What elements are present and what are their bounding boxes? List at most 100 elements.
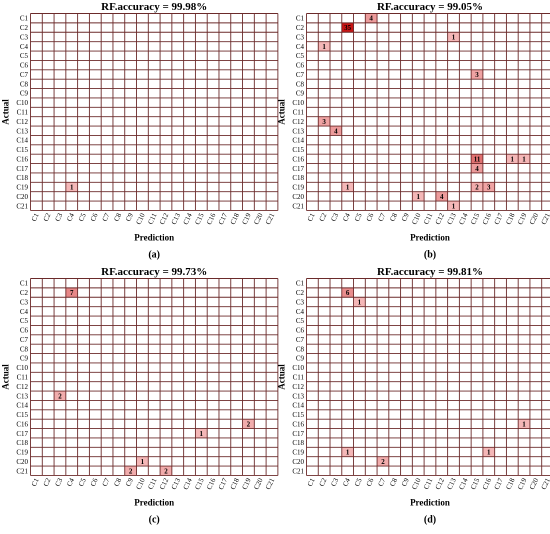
x-tick-label: C3 [54,211,65,222]
x-tick-label: C8 [388,476,399,487]
y-tick-label: C6 [296,62,305,70]
matrix-cell [506,154,519,164]
matrix-cell [341,287,354,298]
panel-caption: (c) [149,514,160,525]
x-tick-label: C12 [158,211,170,225]
x-tick-label: C16 [481,211,493,225]
y-tick-label: C5 [20,317,29,325]
y-tick-label: C20 [16,193,28,201]
x-tick-label: C21 [540,476,550,490]
x-tick-label: C15 [193,476,205,490]
y-tick-label: C7 [20,336,29,344]
x-tick-label: C9 [400,476,411,487]
x-tick-label: C9 [124,211,135,222]
y-tick-label: C2 [296,289,305,297]
y-tick-label: C18 [16,174,28,182]
cell-value-label: 1 [70,184,74,192]
y-tick-label: C17 [16,430,28,438]
y-tick-label: C1 [20,15,29,23]
x-tick-label: C1 [30,211,41,222]
x-tick-label: C1 [30,476,41,487]
y-tick-label: C14 [16,402,28,410]
y-tick-label: C11 [293,373,305,381]
x-tick-label: C10 [135,211,147,225]
x-tick-label: C12 [434,211,446,225]
y-tick-label: C17 [292,165,304,173]
y-tick-label: C1 [20,280,29,288]
cell-value-label: 1 [452,202,456,210]
x-tick-label: C9 [400,211,411,222]
x-tick-label: C12 [158,476,170,490]
y-tick-label: C20 [292,193,304,201]
cell-value-label: 3 [475,71,479,79]
y-tick-label: C12 [292,118,304,126]
x-tick-label: C17 [493,476,505,490]
x-tick-label: C20 [528,476,540,490]
x-tick-label: C21 [264,476,276,490]
y-tick-label: C8 [20,345,29,353]
y-tick-label: C13 [16,127,28,135]
x-tick-label: C21 [540,211,550,225]
y-tick-label: C3 [20,298,29,306]
x-tick-label: C6 [365,211,376,222]
cell-value-label: 2 [247,420,251,428]
matrix-cell [471,154,483,164]
cell-value-label: 1 [452,33,456,41]
cell-value-label: 1 [141,458,145,466]
cell-value-label: 1 [416,193,420,201]
y-tick-label: C11 [17,108,29,116]
matrix-cell [65,287,78,298]
x-tick-label: C2 [42,476,53,487]
x-tick-label: C10 [410,476,422,490]
matrix-cell [341,182,354,192]
matrix-cell [341,22,354,33]
cell-value-label: 4 [475,165,479,173]
x-tick-label: C15 [469,476,481,490]
y-tick-label: C11 [17,373,29,381]
cell-value-label: 2 [58,392,62,400]
y-tick-label: C6 [20,62,29,70]
y-tick-label: C19 [16,449,28,457]
y-tick-label: C10 [16,364,28,372]
y-tick-label: C5 [20,52,29,60]
y-tick-label: C20 [16,458,28,466]
y-tick-label: C20 [292,458,304,466]
plot-area [306,278,550,476]
x-tick-label: C16 [205,476,217,490]
x-tick-label: C8 [112,476,123,487]
y-tick-label: C21 [16,202,28,210]
y-tick-label: C14 [292,137,304,145]
matrix-cell [65,182,78,192]
y-tick-label: C5 [296,317,305,325]
y-tick-label: C16 [292,155,304,163]
matrix-cell [518,154,530,164]
x-tick-label: C7 [101,211,112,222]
y-tick-label: C3 [20,33,29,41]
x-tick-label: C3 [330,476,341,487]
x-tick-label: C13 [170,211,182,225]
panel-caption: (a) [148,249,160,260]
matrix-cell [195,428,208,438]
x-tick-label: C9 [124,476,135,487]
cell-value-label: 6 [346,289,350,297]
y-tick-label: C3 [296,298,305,306]
matrix-cell [318,41,331,52]
x-tick-label: C18 [229,476,241,490]
chart-title: RF.accuracy = 99.81% [377,266,483,278]
matrix-cell [447,32,460,42]
x-tick-label: C14 [182,211,194,225]
matrix-cell [471,163,483,173]
matrix-cell [377,456,389,467]
matrix-cell [365,13,378,23]
x-tick-label: C18 [504,211,516,225]
y-tick-label: C4 [296,43,305,51]
y-tick-label: C18 [292,174,304,182]
x-tick-label: C13 [446,476,458,490]
y-tick-label: C5 [296,52,305,60]
y-tick-label: C15 [16,146,28,154]
x-axis-label: Prediction [410,497,450,507]
x-tick-label: C18 [504,476,516,490]
y-tick-label: C2 [20,289,29,297]
